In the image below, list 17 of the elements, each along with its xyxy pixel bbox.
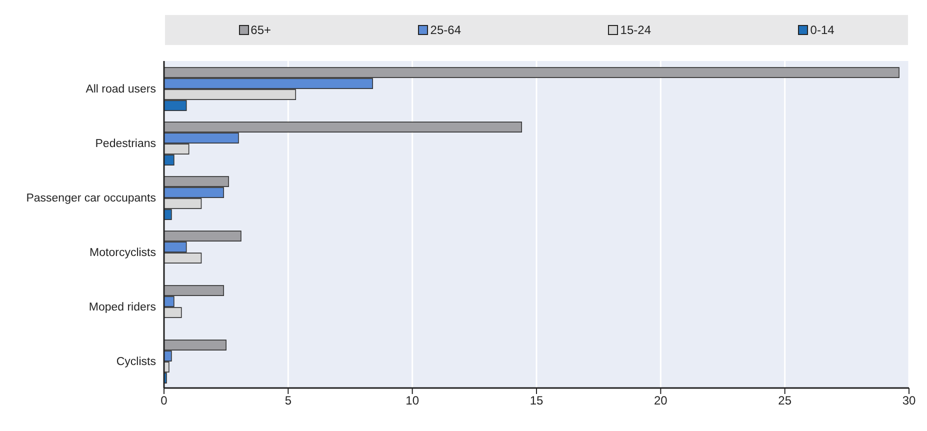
x-tick-label: 0 — [160, 394, 168, 408]
x-tick-label: 10 — [406, 394, 420, 408]
x-tick-label: 30 — [902, 394, 916, 408]
x-tick-label: 5 — [284, 394, 292, 408]
legend-label: 0-14 — [810, 23, 834, 37]
y-tick-label: Cyclists — [116, 356, 156, 368]
x-tick-label: 15 — [530, 394, 544, 408]
legend-label: 15-24 — [620, 23, 651, 37]
y-tick-label: Passenger car occupants — [26, 192, 156, 204]
y-tick-label: All road users — [86, 83, 156, 96]
x-tick-label: 20 — [654, 394, 668, 408]
x-tick-label: 25 — [778, 394, 792, 408]
legend-label: 25-64 — [430, 23, 461, 37]
y-tick-label: Moped riders — [88, 301, 156, 314]
y-tick-label: Motorcyclists — [90, 246, 156, 259]
legend-label: 65+ — [250, 23, 271, 37]
y-tick-label: Pedestrians — [95, 138, 156, 150]
